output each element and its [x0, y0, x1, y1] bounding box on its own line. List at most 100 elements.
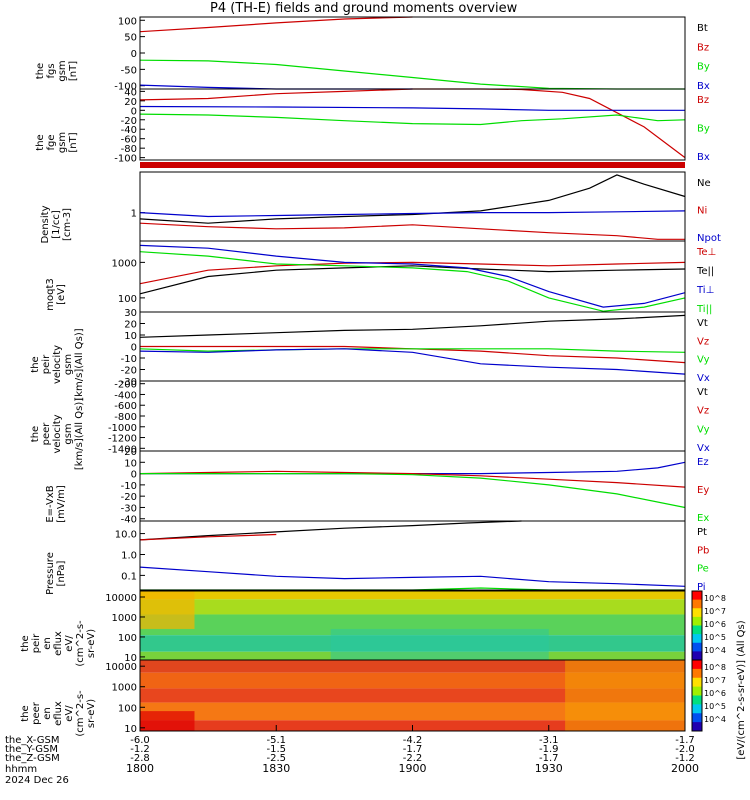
- pressure-series-Pt: [139, 520, 522, 541]
- fgs-legend-Bz: Bz: [697, 42, 709, 53]
- ephem-x-value: -4.2: [403, 735, 423, 746]
- ephem-row-label: hhmm: [5, 764, 37, 775]
- peir-spectrogram-ylabel-line: eV/: [64, 635, 75, 652]
- pressure-legend-Pi: Pi: [697, 582, 706, 593]
- temps-ytick-label: 1000: [112, 258, 137, 269]
- colorbar-tick-label: 10^7: [704, 676, 726, 685]
- colorbar-swatch: [692, 677, 702, 688]
- ephem-x-value: -5.1: [266, 735, 286, 746]
- peer-spectrogram-band: [140, 702, 685, 721]
- hhmm-value: 1930: [535, 762, 563, 775]
- colorbar-swatch: [692, 608, 702, 618]
- fgs-ytick-label: -100: [114, 82, 137, 93]
- peir-velocity-ytick-label: 10: [124, 331, 137, 342]
- hhmm-value: 1900: [399, 762, 427, 775]
- peir-spectrogram-ylabel-line: (cm^2-s-: [75, 620, 86, 667]
- peer-spectrogram-ytick-label: 100: [118, 703, 137, 714]
- peir-spectrogram-ylabel-line: the: [20, 635, 31, 651]
- colorbar-unit-label: [eV/(cm^2-s-sr-eV)] (All Qs): [736, 620, 747, 759]
- peir-velocity-ytick-label: 30: [124, 308, 137, 319]
- fgs-series-By: [139, 59, 685, 90]
- colorbar-swatch: [692, 686, 702, 696]
- fge-ylabel-line: fge: [46, 134, 57, 150]
- pressure-ytick-label: 1.0: [121, 550, 137, 561]
- peer-spectrogram-band: [140, 660, 685, 673]
- ephem-z-value: -2.5: [266, 753, 286, 764]
- peir-spectrogram-ytick-label: 100: [118, 633, 137, 644]
- colorbar-swatch: [692, 713, 702, 723]
- pressure-ylabel-line: Pressure: [45, 552, 56, 595]
- peir-spectrogram-ytick-label: 1000: [112, 613, 137, 624]
- fgs-ytick-label: 100: [118, 16, 137, 27]
- ephem-z-value: -1.2: [675, 753, 695, 764]
- density-legend-Ni: Ni: [697, 206, 707, 217]
- peer-spectrogram-ylabel-line: peer: [31, 701, 42, 725]
- efield-frame: [139, 450, 686, 522]
- ephem-row-label: the_Y-GSM: [5, 744, 58, 755]
- pressure-series-Pb: [139, 533, 277, 541]
- temps-ylabel-line: [eV]: [56, 284, 67, 305]
- ephem-y-value: -1.5: [266, 744, 286, 755]
- colorbar-swatch: [692, 634, 702, 644]
- peir-spectrogram-band: [140, 599, 685, 615]
- temps-ylabel-line: moqt3: [45, 278, 56, 311]
- temps-series-Te||: [139, 265, 686, 295]
- fgs-data-gap-bar: [140, 162, 685, 168]
- colorbar-2: [691, 659, 703, 732]
- density-ylabel-line: [1/cc]: [51, 210, 62, 239]
- ephem-row-label: the_X-GSM: [5, 735, 59, 746]
- peer-velocity-ylabel-line: gsm: [63, 423, 74, 444]
- fge-legend-Bz: Bz: [697, 95, 709, 106]
- colorbar-swatch: [692, 668, 702, 679]
- pressure-ytick-label: 0.1: [121, 571, 137, 582]
- peer-spectrogram-ylabel-line: eflux: [53, 701, 64, 726]
- colorbar-tick-label: 10^8: [704, 594, 726, 603]
- ephem-y-value: -1.2: [130, 744, 150, 755]
- fge-ytick-label: 40: [124, 87, 137, 98]
- fge-series-Bx: [139, 105, 685, 111]
- fge-ylabel-line: [nT]: [68, 132, 79, 152]
- peir-velocity-legend-Vx: Vx: [697, 373, 710, 384]
- pressure-legend-Pb: Pb: [697, 545, 709, 556]
- peir-spectrogram-ylabel-line: sr-eV): [86, 629, 97, 658]
- peer-velocity-legend-Vx: Vx: [697, 443, 710, 454]
- peer-velocity-ytick-label: -1000: [108, 423, 137, 434]
- peer-spectrogram-ylabel-line: en: [42, 707, 53, 720]
- peir-spectrogram-lowflux-region: [330, 628, 549, 660]
- peer-velocity-ytick-label: -400: [114, 390, 137, 401]
- fge-ytick-label: -100: [114, 154, 137, 165]
- fge-ytick-label: -80: [121, 144, 137, 155]
- peer-velocity-ylabel-line: peer: [41, 422, 52, 446]
- fgs-series-Bz: [139, 16, 413, 33]
- fgs-frame: [139, 16, 686, 90]
- fgs-ytick-label: 0: [131, 49, 137, 60]
- peir-velocity-ytick-label: 0: [131, 343, 137, 354]
- peer-spectrogram-lowE-region: [140, 711, 195, 731]
- ephem-y-value: -1.9: [539, 744, 559, 755]
- hhmm-value: 2000: [671, 762, 699, 775]
- colorbar-frame: [691, 659, 703, 732]
- fge-ytick-label: 0: [131, 106, 137, 117]
- peir-velocity-ylabel-line: [km/s](All Qs)]: [74, 328, 85, 400]
- pressure-frame: [139, 520, 686, 591]
- colorbar-tick-label: 10^8: [704, 663, 726, 672]
- fgs-ylabel-line: fgs: [46, 63, 57, 78]
- peir-velocity-ytick-label: -30: [121, 377, 137, 388]
- peir-spectrogram-ytick-label: 10: [124, 653, 137, 664]
- peer-velocity-ylabel-line: the: [30, 426, 41, 442]
- peir-velocity-legend-Vy: Vy: [697, 355, 710, 366]
- ephem-z-value: -2.2: [403, 753, 423, 764]
- peer-spectrogram-heatmap: [140, 660, 685, 731]
- pressure-ytick-label: 10.0: [115, 530, 137, 541]
- fge-ylabel-line: the: [35, 134, 46, 150]
- density-series-Ne: [139, 174, 686, 224]
- ephem-z-value: -2.8: [130, 753, 150, 764]
- colorbar-swatch: [692, 722, 702, 732]
- colorbar-tick-label: 10^4: [704, 646, 726, 655]
- efield-series-Ex: [140, 473, 686, 509]
- fge-ytick-label: -20: [121, 116, 137, 127]
- peer-spectrogram-ylabel-line: eV/: [64, 705, 75, 722]
- peer-velocity-ytick-label: -200: [114, 380, 137, 391]
